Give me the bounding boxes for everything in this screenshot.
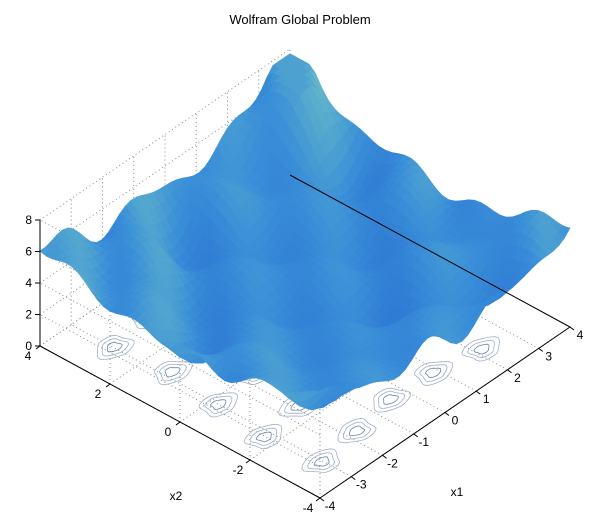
- contour-line: [373, 387, 411, 413]
- x1-tick-label: 4: [577, 328, 584, 342]
- x2-tick-mark: [245, 459, 251, 464]
- contour-line: [377, 390, 406, 409]
- x1-tick-mark: [444, 412, 450, 416]
- surface-patch: [313, 388, 326, 393]
- contour-line: [96, 334, 135, 361]
- contour-line: [164, 367, 181, 378]
- x2-tick-mark: [175, 421, 181, 426]
- x2-tick-mark: [315, 497, 321, 502]
- x1-tick-mark: [538, 347, 544, 352]
- contour-line: [101, 338, 129, 357]
- chart-title: Wolfram Global Problem: [229, 12, 370, 27]
- x2-tick-label: 4: [25, 349, 32, 363]
- contour-line: [313, 456, 330, 467]
- x1-tick-mark: [350, 476, 356, 481]
- axis-edge: [289, 174, 571, 328]
- x1-tick-label: 1: [483, 392, 490, 406]
- contour-line: [473, 343, 490, 355]
- x2-tick-label: 0: [165, 425, 172, 439]
- z-tick-label: 8: [25, 213, 32, 227]
- surface-mesh: [39, 53, 571, 411]
- x1-tick-label: 0: [452, 414, 459, 428]
- x1-tick-mark: [475, 390, 481, 395]
- x1-tick-mark: [413, 433, 419, 438]
- x2-tick-label: -4: [303, 501, 314, 515]
- grid-line: [39, 48, 291, 221]
- contour-line: [414, 361, 454, 386]
- z-tick-label: 2: [25, 308, 32, 322]
- contour-line: [255, 431, 272, 443]
- x1-tick-mark: [507, 369, 512, 374]
- contour-line: [425, 367, 442, 379]
- contour-line: [348, 425, 366, 437]
- contour-line: [210, 399, 227, 410]
- x1-tick-label: -3: [356, 478, 367, 492]
- x1-tick-mark: [382, 454, 387, 459]
- z-tick-label: 4: [25, 276, 32, 290]
- contour-line: [159, 363, 187, 382]
- x1-tick-mark: [569, 326, 575, 331]
- contour-line: [249, 427, 278, 446]
- contour-line: [342, 421, 372, 440]
- x1-tick-label: -1: [418, 435, 429, 449]
- contour-line: [154, 360, 193, 386]
- x2-axis-label: x2: [170, 489, 183, 503]
- contour-line: [106, 341, 123, 353]
- x1-tick-label: 3: [545, 349, 552, 363]
- contour-line: [301, 448, 341, 473]
- x1-tick-label: -2: [387, 456, 398, 470]
- contour-line: [461, 336, 501, 362]
- contour-line: [243, 423, 283, 450]
- x2-tick-mark: [105, 383, 111, 388]
- z-tick-label: 6: [25, 245, 32, 259]
- x1-tick-label: -4: [325, 499, 336, 513]
- contour-line: [198, 392, 238, 418]
- contour-line: [307, 452, 336, 470]
- x1-axis-label: x1: [451, 485, 464, 499]
- x2-tick-label: -2: [233, 463, 244, 477]
- x1-tick-mark: [319, 497, 325, 502]
- contour-line: [419, 364, 448, 383]
- x2-tick-label: 2: [95, 387, 102, 401]
- z-tick-label: 0: [25, 339, 32, 353]
- contour-line: [467, 339, 495, 359]
- contour-line: [204, 395, 233, 414]
- contour-line: [383, 394, 399, 405]
- contour-line: [337, 417, 377, 444]
- x1-tick-label: 2: [514, 371, 521, 385]
